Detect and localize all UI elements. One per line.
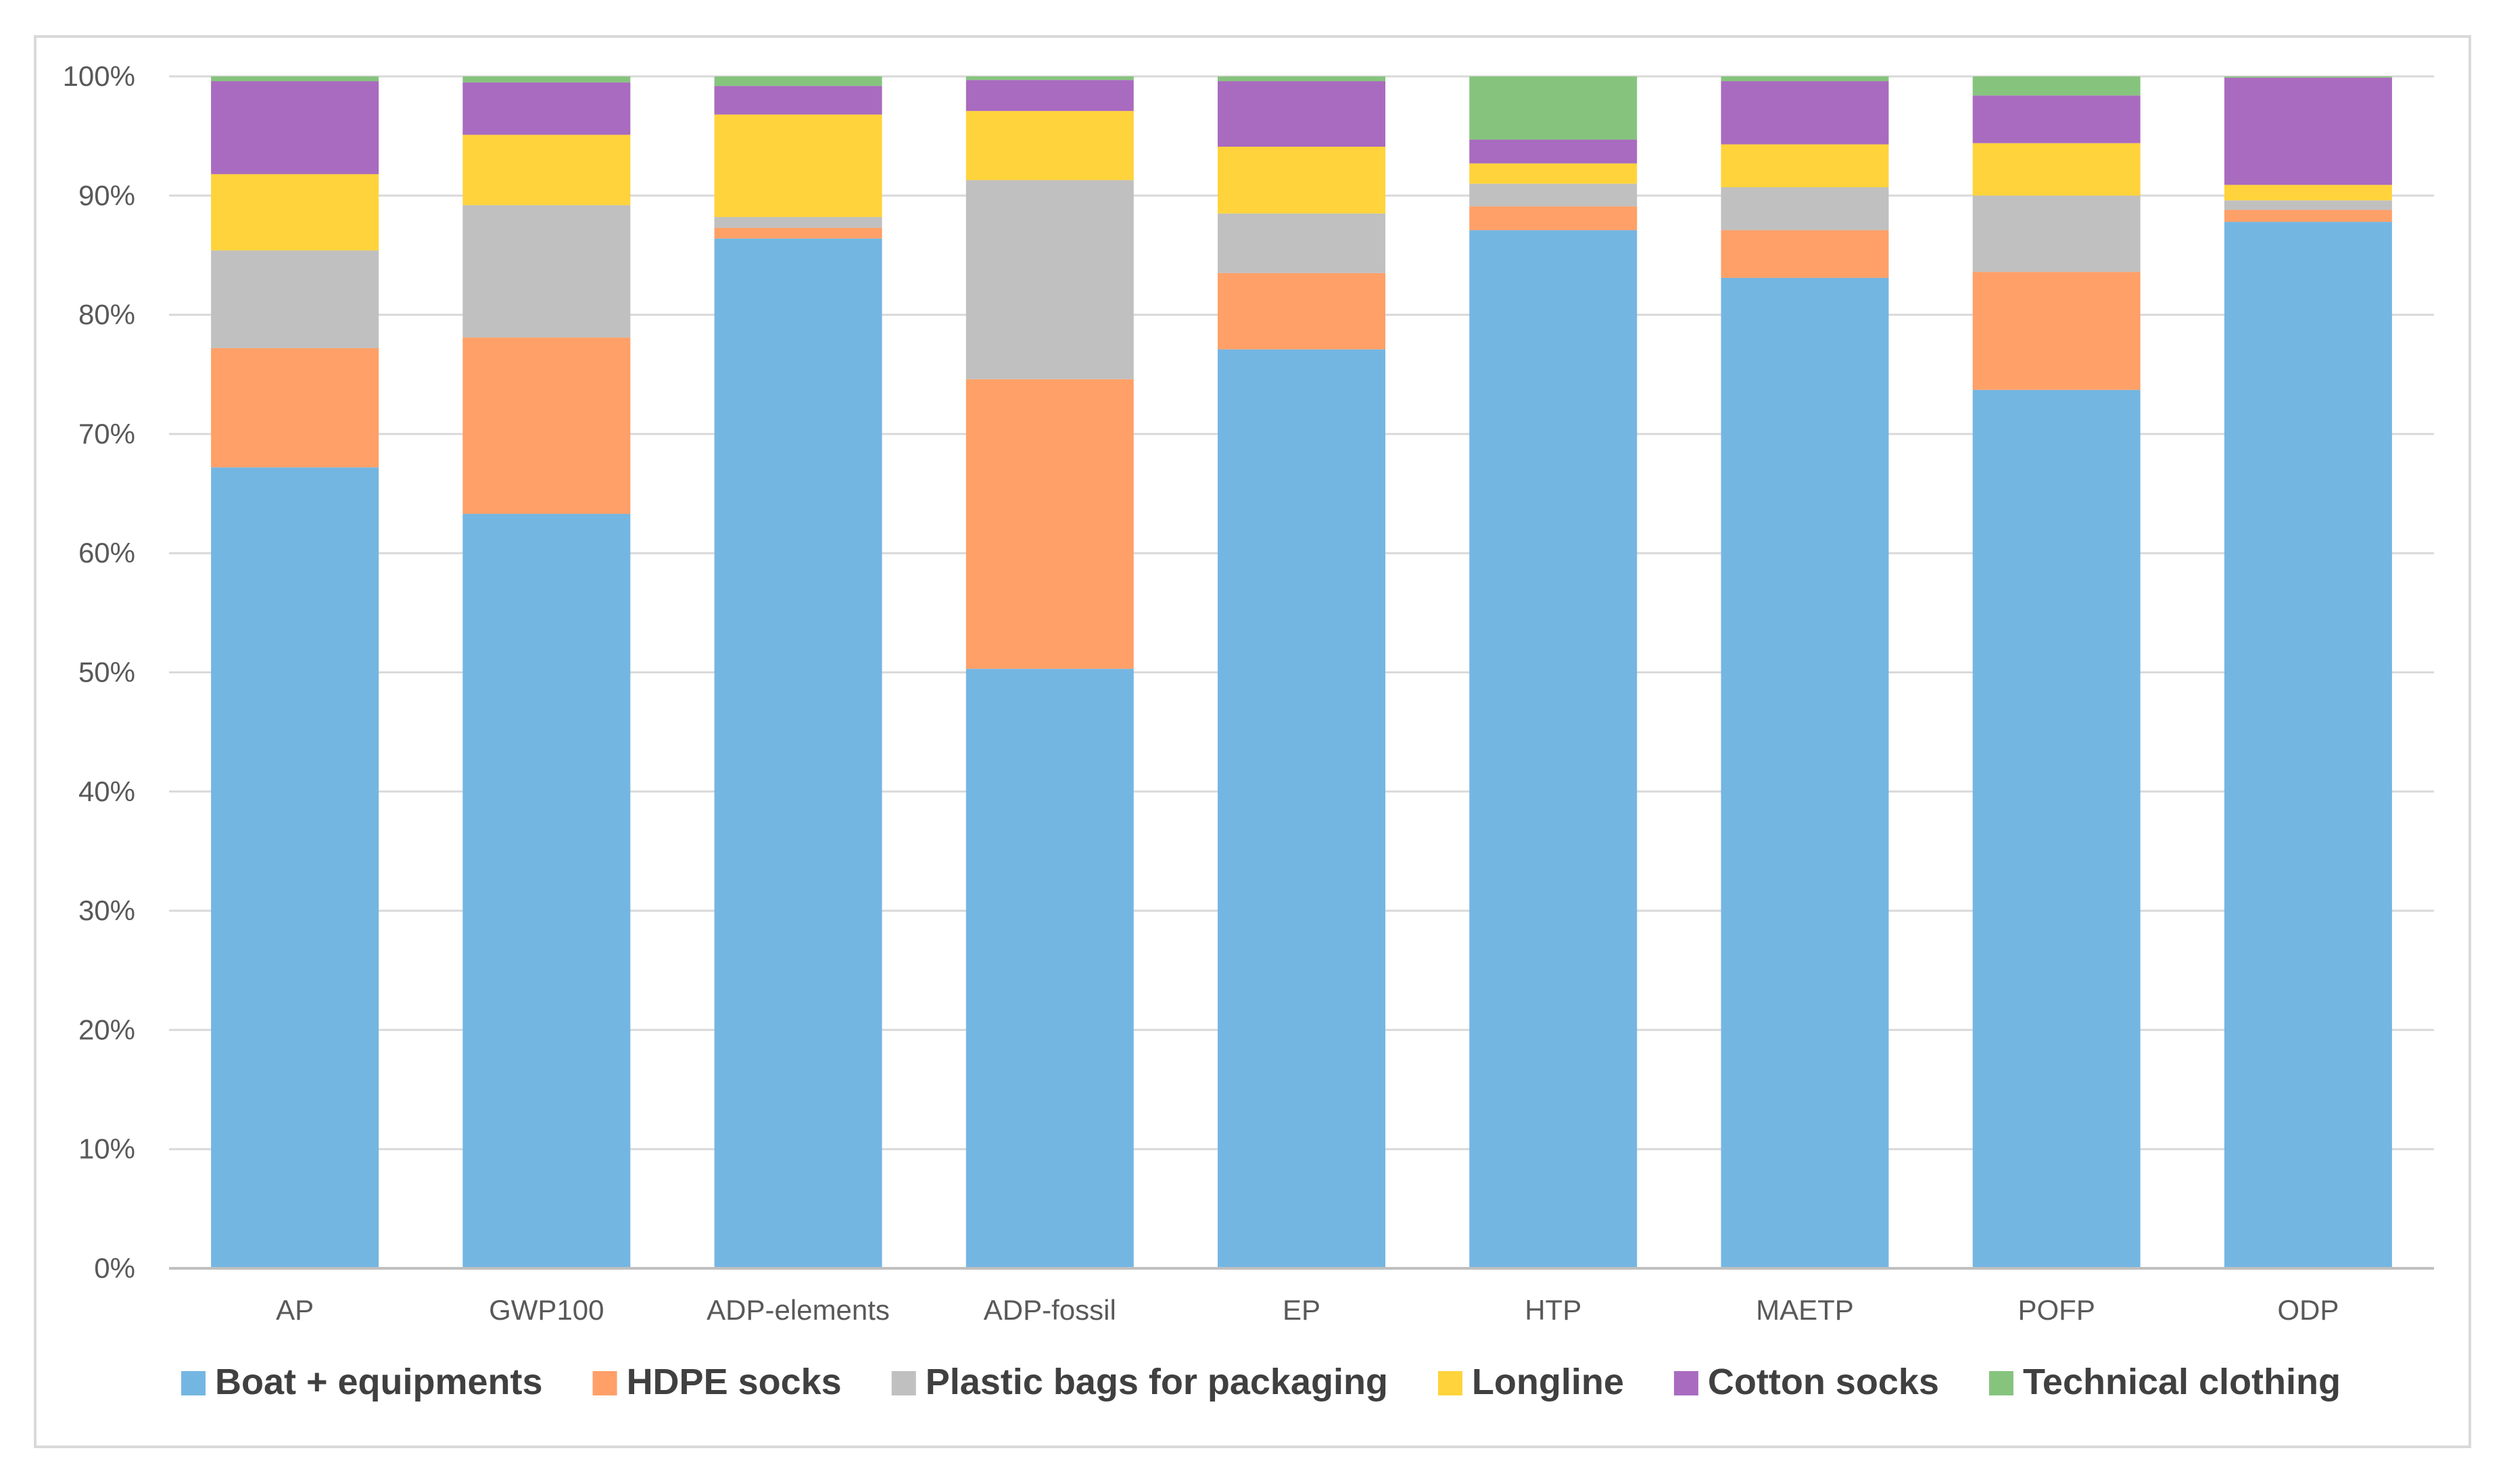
y-tick-label: 80%	[78, 299, 135, 331]
bar-segment-boat-equipments-htp	[1469, 230, 1638, 1268]
bar-segment-cotton-socks-ap	[211, 81, 379, 174]
bar-segment-longline-ep	[1218, 147, 1385, 214]
bar-segment-hdpe-socks-gwp100	[462, 337, 631, 514]
bar-segment-plastic-bags-for-packaging-htp	[1469, 183, 1638, 207]
x-tick-label: ODP	[2277, 1294, 2339, 1326]
bar-segment-plastic-bags-for-packaging-adp-elements	[714, 217, 882, 228]
bar-segment-plastic-bags-for-packaging-gwp100	[462, 205, 631, 338]
bar-segment-plastic-bags-for-packaging-ep	[1218, 213, 1385, 273]
bar-segment-technical-clothing-htp	[1469, 76, 1638, 140]
legend-item-longline: Longline	[1437, 1362, 1624, 1402]
bar-segment-technical-clothing-maetp	[1721, 76, 1889, 82]
bar-segment-boat-equipments-ep	[1218, 349, 1385, 1268]
y-tick-label: 40%	[78, 775, 135, 807]
bar-segment-hdpe-socks-odp	[2224, 210, 2392, 222]
legend-item-boat-equipments: Boat + equipments	[181, 1362, 543, 1402]
y-tick-label: 10%	[78, 1133, 135, 1165]
bar-segment-boat-equipments-adp-elements	[714, 238, 882, 1268]
bar-segment-boat-equipments-ap	[211, 467, 379, 1269]
legend-item-plastic-bags-for-packaging: Plastic bags for packaging	[891, 1362, 1388, 1402]
x-tick-label: ADP-elements	[707, 1294, 890, 1326]
y-tick-label: 60%	[78, 537, 135, 569]
legend-label: Plastic bags for packaging	[926, 1362, 1388, 1402]
legend-swatch	[891, 1371, 916, 1395]
bar-segment-hdpe-socks-adp-fossil	[965, 379, 1134, 669]
bar-segment-plastic-bags-for-packaging-pofp	[1972, 195, 2141, 272]
legend-label: Longline	[1472, 1362, 1624, 1402]
x-tick-label: EP	[1283, 1294, 1320, 1326]
bar-segment-cotton-socks-gwp100	[462, 82, 631, 135]
bar-segment-longline-adp-fossil	[965, 111, 1134, 181]
bar-segment-longline-htp	[1469, 163, 1638, 184]
bar-segment-cotton-socks-adp-fossil	[965, 80, 1134, 112]
bar-segment-technical-clothing-gwp100	[462, 76, 631, 82]
bar-segment-cotton-socks-odp	[2224, 77, 2392, 185]
legend-item-hdpe-socks: HDPE socks	[592, 1362, 842, 1402]
bar-segment-longline-odp	[2224, 185, 2392, 201]
bar-segment-technical-clothing-adp-fossil	[965, 76, 1134, 80]
legend-item-cotton-socks: Cotton socks	[1673, 1362, 1939, 1402]
bar-segment-longline-maetp	[1721, 144, 1889, 187]
x-tick-label: MAETP	[1756, 1294, 1854, 1326]
bars	[211, 76, 2392, 1269]
y-tick-label: 50%	[78, 656, 135, 688]
bar-segment-longline-adp-elements	[714, 114, 882, 218]
bar-segment-technical-clothing-ap	[211, 76, 379, 82]
legend-swatch	[181, 1371, 206, 1395]
legend-label: Cotton socks	[1708, 1362, 1939, 1402]
bar-segment-technical-clothing-pofp	[1972, 76, 2141, 96]
y-tick-label: 20%	[78, 1013, 135, 1045]
x-tick-label: ADP-fossil	[984, 1294, 1116, 1326]
legend-label: HDPE socks	[627, 1362, 842, 1402]
bar-segment-technical-clothing-ep	[1218, 76, 1385, 82]
bar-segment-hdpe-socks-pofp	[1972, 272, 2141, 390]
legend-item-technical-clothing: Technical clothing	[1988, 1362, 2341, 1402]
x-tick-label: AP	[276, 1294, 314, 1326]
legend-swatch	[1673, 1371, 1698, 1395]
y-tick-label: 100%	[63, 60, 135, 92]
legend: Boat + equipments HDPE socks Plastic bags …	[181, 1362, 2341, 1402]
bar-segment-hdpe-socks-maetp	[1721, 230, 1889, 278]
legend-label: Technical clothing	[2023, 1362, 2341, 1402]
legend-swatch	[1988, 1371, 2013, 1395]
bar-segment-longline-gwp100	[462, 135, 631, 206]
bar-segment-plastic-bags-for-packaging-adp-fossil	[965, 180, 1134, 379]
bar-segment-cotton-socks-pofp	[1972, 95, 2141, 143]
bar-segment-longline-ap	[211, 174, 379, 251]
bar-segment-technical-clothing-adp-elements	[714, 76, 882, 87]
x-tick-label: GWP100	[489, 1294, 604, 1326]
bar-segment-boat-equipments-gwp100	[462, 514, 631, 1268]
bar-segment-technical-clothing-odp	[2224, 76, 2392, 78]
bar-segment-plastic-bags-for-packaging-maetp	[1721, 187, 1889, 231]
legend-swatch	[1437, 1371, 1462, 1395]
bar-segment-boat-equipments-odp	[2224, 222, 2392, 1269]
bar-segment-plastic-bags-for-packaging-odp	[2224, 200, 2392, 210]
bar-segment-plastic-bags-for-packaging-ap	[211, 250, 379, 348]
bar-segment-boat-equipments-adp-fossil	[965, 669, 1134, 1268]
bar-segment-hdpe-socks-adp-elements	[714, 227, 882, 239]
bar-segment-hdpe-socks-ap	[211, 348, 379, 468]
x-tick-label: POFP	[2018, 1294, 2095, 1326]
bar-segment-cotton-socks-htp	[1469, 139, 1638, 164]
bar-segment-boat-equipments-maetp	[1721, 277, 1889, 1268]
y-tick-label: 30%	[78, 894, 135, 926]
y-tick-label: 90%	[78, 179, 135, 211]
legend-label: Boat + equipments	[215, 1362, 543, 1402]
bar-segment-hdpe-socks-htp	[1469, 206, 1638, 231]
y-tick-label: 0%	[94, 1252, 135, 1284]
bar-segment-hdpe-socks-ep	[1218, 272, 1385, 350]
axes: 0% 10% 20% 30% 40% 50% 60% 70% 80% 90% 100% AP GWP10…	[63, 60, 2434, 1326]
legend-swatch	[592, 1371, 617, 1395]
bar-segment-cotton-socks-maetp	[1721, 81, 1889, 145]
y-tick-label: 70%	[78, 418, 135, 450]
bar-segment-cotton-socks-ep	[1218, 81, 1385, 147]
bar-segment-longline-pofp	[1972, 143, 2141, 196]
bar-segment-cotton-socks-adp-elements	[714, 86, 882, 115]
x-tick-label: HTP	[1525, 1294, 1581, 1326]
bar-segment-boat-equipments-pofp	[1972, 389, 2141, 1269]
